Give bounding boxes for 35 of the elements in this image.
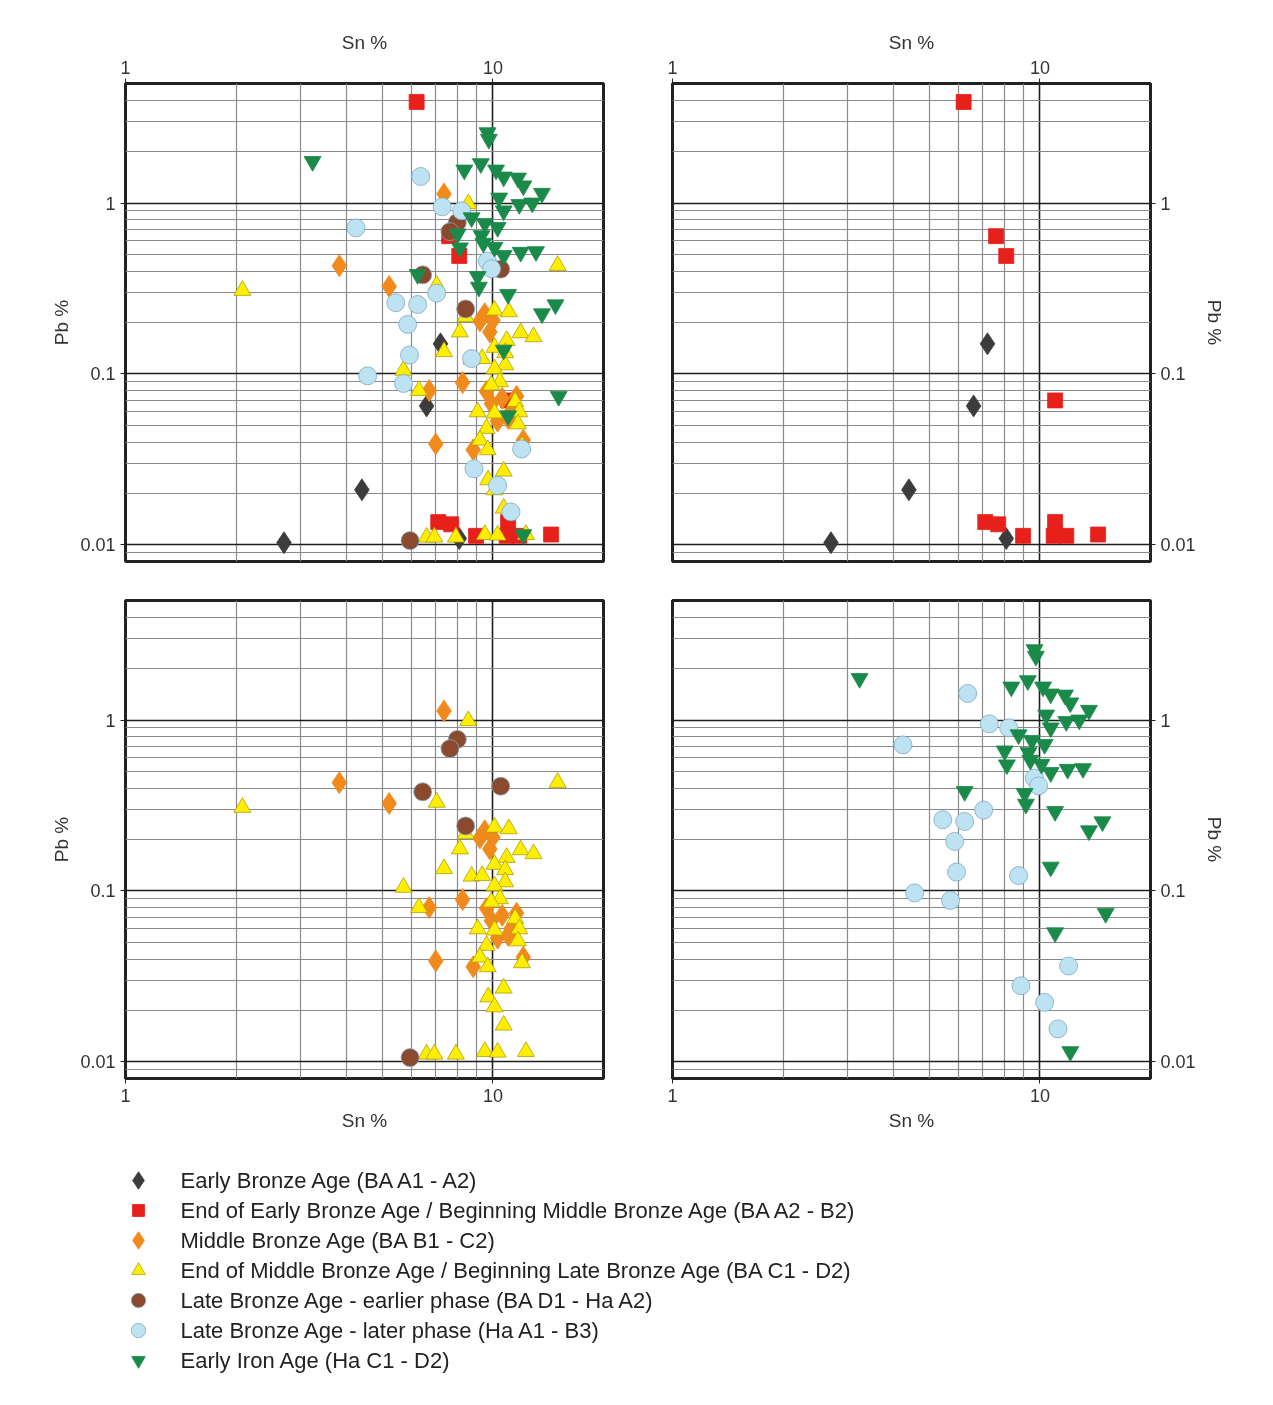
y-tick-label: 1 <box>105 710 116 731</box>
legend-label: Early Bronze Age (BA A1 - A2) <box>180 1168 477 1193</box>
y-tick-label: 0.1 <box>1160 881 1186 902</box>
x-axis-title: Sn % <box>888 1109 935 1131</box>
legend-label: Middle Bronze Age (BA B1 - C2) <box>180 1228 495 1253</box>
x-axis-title: Sn % <box>341 1109 388 1131</box>
y-tick-label: 0.01 <box>80 1052 116 1073</box>
x-tick-label: 10 <box>482 57 503 78</box>
legend-label: Late Bronze Age - later phase (Ha A1 - B3) <box>180 1318 599 1343</box>
x-axis-title: Sn % <box>341 31 388 53</box>
y-tick-label: 1 <box>105 193 116 214</box>
y-axis-title: Pb % <box>51 816 73 863</box>
x-tick-label: 1 <box>120 1085 131 1106</box>
y-tick-label: 1 <box>1160 193 1171 214</box>
y-tick-label: 0.01 <box>80 535 116 556</box>
x-tick-label: 10 <box>1029 57 1050 78</box>
y-tick-label: 1 <box>1160 710 1171 731</box>
y-axis-title: Pb % <box>1203 816 1225 863</box>
y-tick-label: 0.01 <box>1160 535 1196 556</box>
y-tick-label: 0.1 <box>90 364 116 385</box>
x-tick-label: 10 <box>1029 1085 1050 1106</box>
legend-label: End of Early Bronze Age / Beginning Middle Bronze Age (BA A2 - B2) <box>180 1198 855 1223</box>
y-tick-label: 0.1 <box>1160 364 1186 385</box>
legend-label: Early Iron Age (Ha C1 - D2) <box>180 1348 450 1373</box>
x-tick-label: 1 <box>667 57 678 78</box>
y-axis-title: Pb % <box>1203 299 1225 346</box>
y-axis-title: Pb % <box>51 299 73 346</box>
x-axis-title: Sn % <box>888 31 935 53</box>
x-tick-label: 1 <box>667 1085 678 1106</box>
legend-label: Late Bronze Age - earlier phase (BA D1 - Ha A2) <box>180 1288 653 1313</box>
y-tick-label: 0.1 <box>90 881 116 902</box>
y-tick-label: 0.01 <box>1160 1052 1196 1073</box>
x-tick-label: 10 <box>482 1085 503 1106</box>
legend-label: End of Middle Bronze Age / Beginning Late Bronze Age (BA C1 - D2) <box>180 1258 851 1283</box>
x-tick-label: 1 <box>120 57 131 78</box>
